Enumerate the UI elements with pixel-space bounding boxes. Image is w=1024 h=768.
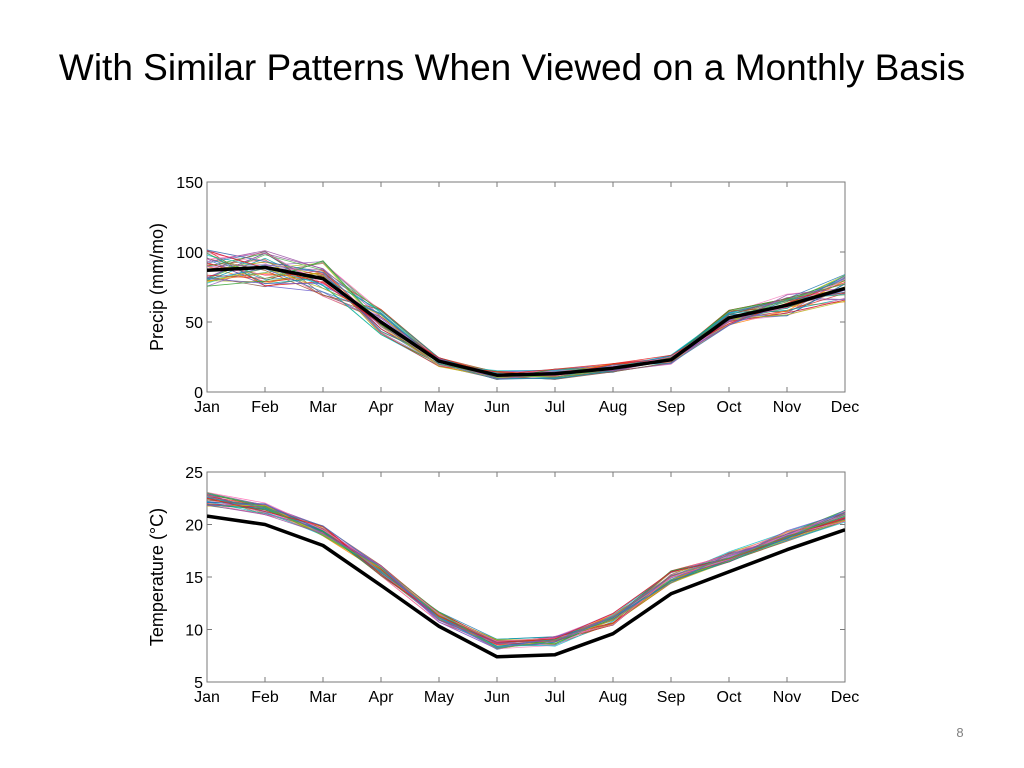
temp-plot-area xyxy=(206,471,846,683)
temp-y-tick-label: 5 xyxy=(194,675,203,692)
temp-ensemble-line xyxy=(207,496,845,647)
temperature-chart: Jan Feb Mar Apr May Jun Jul Aug Sep Oct Nov Dec 5 10 1… xyxy=(147,465,859,706)
temp-x-tick-label: Jun xyxy=(484,689,510,706)
precip-ensemble-line xyxy=(207,255,845,371)
precip-x-tick-label: Oct xyxy=(717,399,742,416)
temp-x-tick-label: Oct xyxy=(717,689,742,706)
temp-reference-line xyxy=(207,514,845,659)
temp-y-tick-label: 10 xyxy=(185,623,203,640)
precip-x-tick-label: Nov xyxy=(773,399,801,416)
precip-x-tick-label: Dec xyxy=(831,399,859,416)
temp-y-tick-label: 15 xyxy=(185,570,203,587)
precip-x-tick-label: Apr xyxy=(369,399,395,416)
precip-y-tick-label: 150 xyxy=(176,175,203,192)
precip-reference-line xyxy=(207,265,845,377)
temp-ensemble-group xyxy=(207,492,845,650)
temp-x-tick-label: Nov xyxy=(773,689,801,706)
precip-x-tick-label: May xyxy=(424,399,454,416)
precip-ensemble-line xyxy=(207,268,845,380)
precip-x-tick-label: Aug xyxy=(599,399,627,416)
slide-title: With Similar Patterns When Viewed on a M… xyxy=(58,47,966,88)
temp-x-tick-label: May xyxy=(424,689,454,706)
page-number: 8 xyxy=(956,725,964,740)
temp-x-tick-label: Dec xyxy=(831,689,859,706)
precip-ensemble-line xyxy=(207,250,845,380)
temp-x-tick-label: Jan xyxy=(194,689,220,706)
precip-x-tick-label: Mar xyxy=(309,399,337,416)
temp-x-tick-label: Aug xyxy=(599,689,627,706)
precip-x-tick-label: Feb xyxy=(251,399,279,416)
precip-x-tick-label: Jul xyxy=(545,399,565,416)
precip-x-tick-label: Sep xyxy=(657,399,686,416)
precip-x-tick-label: Jan xyxy=(194,399,220,416)
precip-plot-area xyxy=(206,181,846,393)
temp-y-axis-label: Temperature (°C) xyxy=(147,508,167,646)
precip-y-tick-label: 0 xyxy=(194,385,203,402)
precip-y-tick-label: 50 xyxy=(185,315,203,332)
temp-y-tick-label: 25 xyxy=(185,465,203,482)
temp-x-tick-label: Jul xyxy=(545,689,565,706)
precip-y-tick-label: 100 xyxy=(176,245,203,262)
temp-ensemble-line xyxy=(207,504,845,644)
precip-chart: Jan Feb Mar Apr May Jun Jul Aug Sep Oct Nov Dec 0 50 1… xyxy=(147,175,859,416)
precip-x-tick-label: Jun xyxy=(484,399,510,416)
temp-x-tick-label: Sep xyxy=(657,689,686,706)
temp-y-tick-label: 20 xyxy=(185,518,203,535)
temp-x-tick-label: Apr xyxy=(369,689,395,706)
temp-x-tick-label: Mar xyxy=(309,689,337,706)
temp-x-tick-label: Feb xyxy=(251,689,279,706)
precip-y-axis-label: Precip (mm/mo) xyxy=(147,223,167,351)
